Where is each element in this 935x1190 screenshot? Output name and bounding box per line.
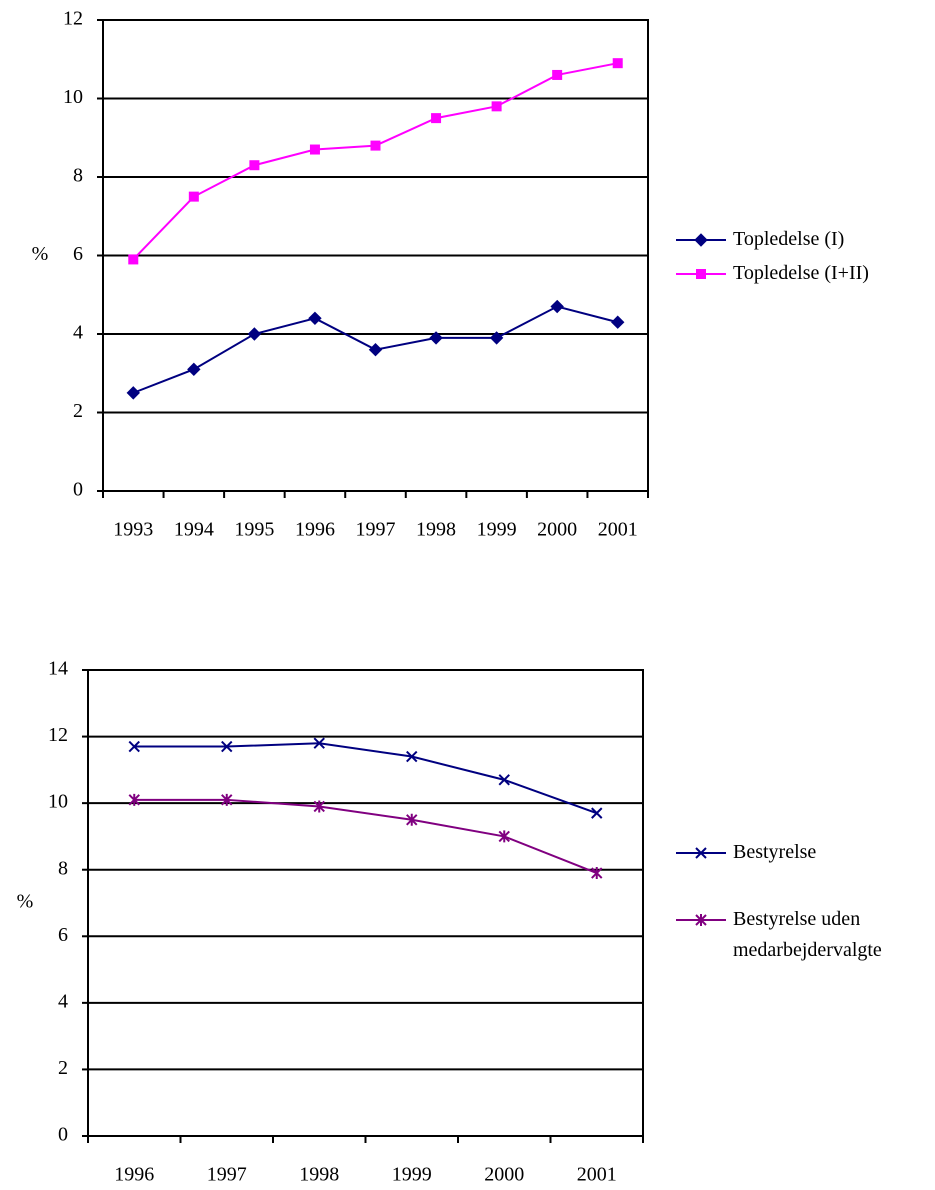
marker xyxy=(187,362,201,377)
y-tick-label: 10 xyxy=(48,791,68,813)
y-tick-label: 10 xyxy=(63,86,83,108)
marker xyxy=(249,160,260,171)
marker xyxy=(368,342,383,357)
marker xyxy=(126,386,140,400)
y-tick-label: 2 xyxy=(58,1057,68,1079)
series-line xyxy=(134,798,598,874)
x-tick-label: 1999 xyxy=(392,1164,432,1186)
x-tick-label: 1995 xyxy=(234,519,274,541)
marker xyxy=(406,813,418,826)
y-tick-label: 0 xyxy=(58,1124,68,1146)
y-tick-label: 0 xyxy=(73,479,83,501)
marker xyxy=(309,144,320,155)
marker xyxy=(591,807,603,819)
x-tick-label: 1997 xyxy=(356,519,396,541)
x-tick-label: 1996 xyxy=(295,519,335,541)
y-tick-label: 4 xyxy=(73,322,83,344)
plot-frame xyxy=(102,19,649,492)
y-tick-label: 6 xyxy=(58,924,68,946)
marker xyxy=(221,793,233,806)
y-tick-label: 2 xyxy=(73,400,83,422)
marker xyxy=(188,191,199,202)
marker xyxy=(552,69,563,80)
marker xyxy=(370,140,381,151)
marker xyxy=(695,914,707,926)
x-tick-label: 1993 xyxy=(113,519,153,541)
marker xyxy=(431,113,442,124)
y-tick-label: 12 xyxy=(63,8,83,30)
legend-label: Topledelse (I) xyxy=(733,228,845,250)
marker xyxy=(128,740,140,753)
marker xyxy=(247,327,262,341)
series-line xyxy=(132,62,618,261)
y-axis-label: % xyxy=(32,243,49,265)
y-tick-label: 12 xyxy=(48,724,68,746)
series-line xyxy=(134,742,598,815)
marker xyxy=(695,847,707,859)
marker xyxy=(406,750,418,763)
marker xyxy=(696,269,706,279)
y-axis-label: % xyxy=(17,891,34,913)
legend-label: Topledelse (I+II) xyxy=(733,262,869,284)
x-tick-label: 1998 xyxy=(299,1164,339,1186)
y-tick-label: 8 xyxy=(73,165,83,187)
marker xyxy=(694,233,708,247)
marker xyxy=(128,254,139,265)
marker xyxy=(429,331,443,345)
marker xyxy=(550,299,564,314)
legend-label: Bestyrelse xyxy=(733,841,817,863)
marker xyxy=(313,800,325,813)
marker xyxy=(498,774,510,786)
marker xyxy=(128,793,140,806)
plot-frame xyxy=(87,669,644,1137)
y-tick-label: 4 xyxy=(58,990,68,1012)
x-tick-label: 1996 xyxy=(114,1164,154,1186)
x-tick-label: 2001 xyxy=(577,1164,617,1186)
x-tick-label: 1997 xyxy=(207,1164,247,1186)
x-tick-label: 2000 xyxy=(537,519,577,541)
x-tick-label: 1994 xyxy=(174,519,214,541)
y-tick-label: 14 xyxy=(48,658,68,680)
marker xyxy=(611,315,625,329)
x-tick-label: 2000 xyxy=(484,1164,524,1186)
marker xyxy=(308,311,322,326)
legend-label: Bestyrelse uden medarbejdervalgte xyxy=(733,908,882,961)
marker xyxy=(313,737,325,749)
x-tick-label: 2001 xyxy=(598,519,638,541)
marker xyxy=(498,830,510,843)
marker xyxy=(489,331,504,345)
marker xyxy=(612,58,623,69)
x-tick-label: 1998 xyxy=(416,519,456,541)
marker xyxy=(221,740,233,753)
x-tick-label: 1999 xyxy=(477,519,517,541)
marker xyxy=(591,867,603,880)
y-tick-label: 8 xyxy=(58,857,68,879)
marker xyxy=(491,101,502,112)
y-tick-label: 6 xyxy=(73,243,83,265)
